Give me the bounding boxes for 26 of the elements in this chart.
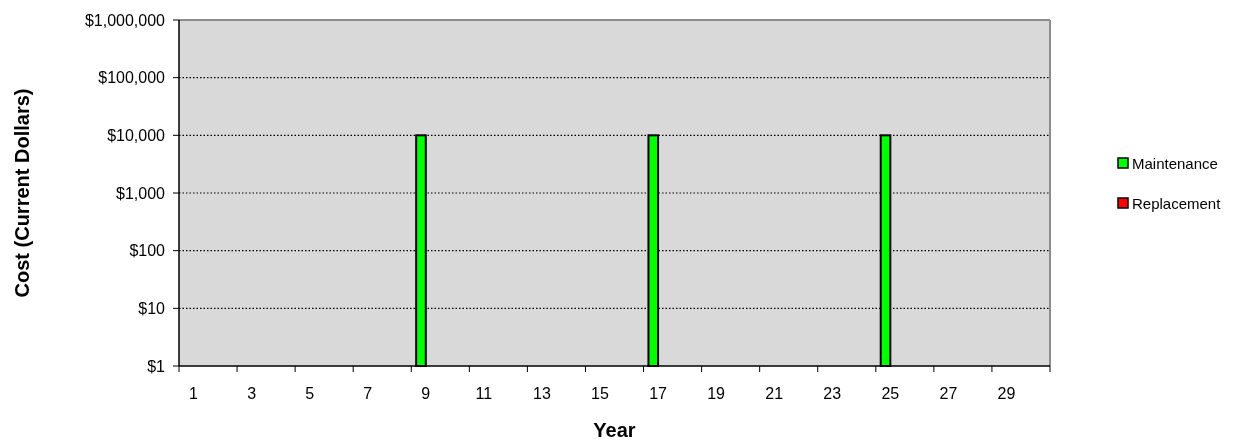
x-axis-title: Year [593,419,636,441]
y-axis-title: Cost (Current Dollars) [11,88,33,298]
x-tick-label: 27 [939,384,958,402]
y-tick-label: $1,000 [116,184,166,202]
x-tick-label: 11 [475,384,493,402]
y-tick-label: $100 [129,242,166,260]
x-tick-label: 25 [881,384,900,402]
x-tick-label: 9 [421,384,431,402]
x-tick-label: 15 [591,384,609,402]
x-tick-label: 29 [997,384,1016,402]
x-tick-label: 21 [765,384,784,402]
legend-label: Maintenance [1132,154,1218,172]
x-tick-label: 13 [533,384,551,402]
y-tick-label: $10,000 [107,126,166,144]
x-tick-label: 7 [363,384,373,402]
x-tick-label: 19 [707,384,726,402]
x-tick-label: 23 [823,384,842,402]
x-tick-label: 3 [247,384,257,402]
y-tick-label: $100,000 [98,69,166,87]
x-tick-label: 5 [305,384,315,402]
x-tick-label: 17 [649,384,668,402]
y-tick-label: $10 [138,299,166,317]
x-tick-label: 1 [189,384,199,402]
y-tick-label: $1,000,000 [84,11,166,29]
y-tick-label: $1 [147,357,166,375]
legend-label: Replacement [1132,194,1222,212]
